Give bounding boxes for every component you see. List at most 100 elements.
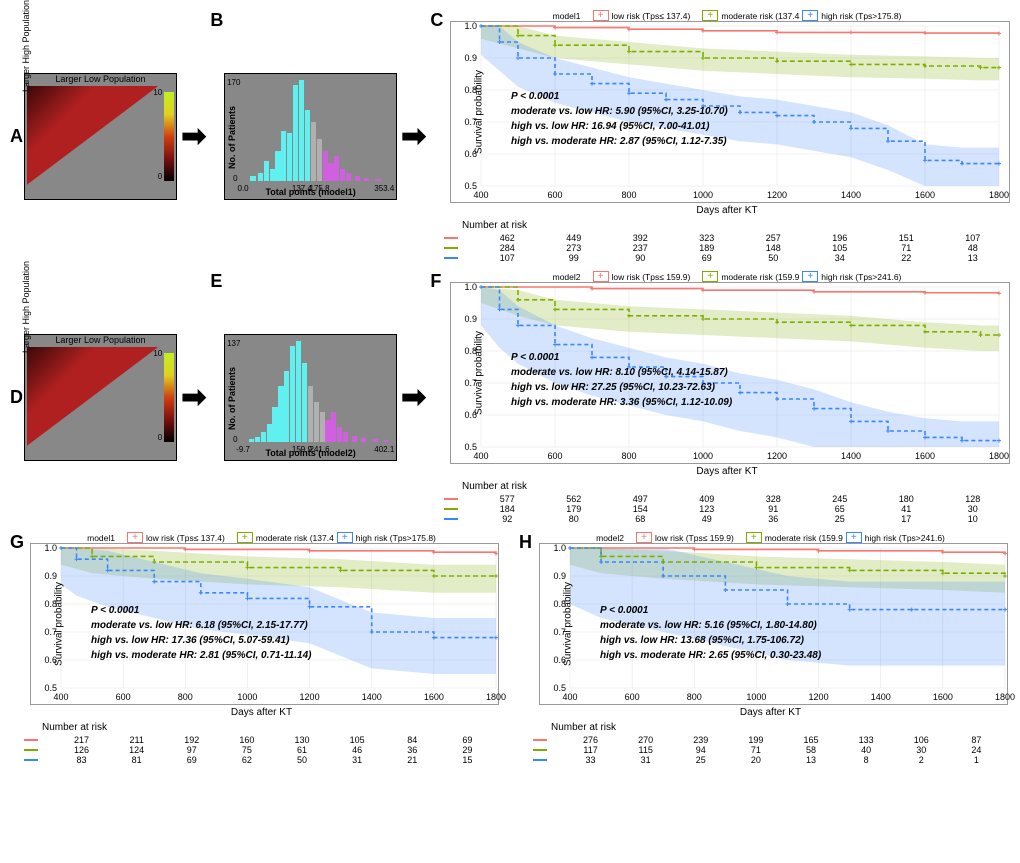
hist-ylabel: No. of Patients: [227, 367, 237, 430]
panel-h-km: model2+low risk (Tps≤ 159.9)+moderate ri…: [533, 532, 1008, 765]
risk-cell: 15: [440, 755, 495, 765]
legend-moderate: moderate risk (159.9: [721, 272, 799, 282]
risk-cell: 50: [740, 253, 807, 263]
row-3: G model1+low risk (Tps≤ 137.4)+moderate …: [10, 532, 1010, 765]
risk-cell: 257: [740, 233, 807, 243]
colorbar: [164, 353, 174, 442]
legend-high: high risk (Tps>241.6): [821, 272, 901, 282]
risk-cell: 497: [607, 494, 674, 504]
stat-l2: high vs. low HR: 13.68 (95%CI, 1.75-106.…: [600, 633, 821, 648]
hist-plot: 0.0137.4175.8353.41700: [243, 80, 390, 181]
legend-moderate: moderate risk (137.4: [256, 533, 334, 543]
heatmap-left-label: Larger High Population: [21, 261, 31, 353]
risk-row: 577562497409328245180128: [444, 494, 1010, 504]
risk-cell: 36: [740, 514, 807, 524]
risk-cell: 8: [839, 755, 894, 765]
svg-text:1800: 1800: [486, 692, 506, 702]
hist-bar: [317, 139, 322, 181]
panel-e-label: E: [210, 271, 222, 291]
km-legend: model1+low risk (Tps≤ 137.4)+moderate ri…: [24, 532, 499, 543]
panel-c-km: model1+low risk (Tps≤ 137.4)+moderate ri…: [444, 10, 1010, 263]
hist-bar: [284, 371, 289, 442]
colorbar-min: 0: [158, 172, 162, 181]
risk-table: Number at risk27627023919916513310687117…: [533, 722, 1008, 765]
risk-cell: 179: [541, 504, 608, 514]
svg-text:400: 400: [562, 692, 577, 702]
hist-bar: [311, 122, 316, 181]
stat-l3: high vs. moderate HR: 3.36 (95%CI, 1.12-…: [511, 395, 732, 410]
legend-low: low risk (Tps≤ 159.9): [612, 272, 691, 282]
km-ylabel: Survival probability: [562, 582, 573, 666]
risk-cell: 31: [330, 755, 385, 765]
risk-table: Number at risk21721119216013010584691261…: [24, 722, 499, 765]
svg-text:1.0: 1.0: [44, 544, 57, 553]
risk-cell: 10: [940, 514, 1007, 524]
risk-cell: 196: [807, 233, 874, 243]
risk-cell: 69: [164, 755, 219, 765]
svg-text:1000: 1000: [237, 692, 257, 702]
km-plot: Survival probability0.50.60.70.80.91.040…: [450, 21, 1010, 203]
arrow-icon: ➡: [181, 119, 206, 154]
panel-f-km: model2+low risk (Tps≤ 159.9)+moderate ri…: [444, 271, 1010, 524]
hist-ymax: 137: [227, 339, 240, 348]
legend-low: low risk (Tps≤ 137.4): [612, 11, 691, 21]
arrow-icon: ➡: [181, 380, 206, 415]
km-xlabel: Days after KT: [533, 707, 1008, 718]
risk-cell: 449: [541, 233, 608, 243]
hist-bar: [364, 178, 369, 181]
risk-cell: 115: [618, 745, 673, 755]
row-1: A Larger Low PopulationLarger High Popul…: [10, 10, 1010, 263]
risk-row: 8381696250312115: [24, 755, 499, 765]
row-2: D Larger Low PopulationLarger High Popul…: [10, 271, 1010, 524]
hist-bar: [270, 169, 275, 181]
risk-cell: 30: [894, 745, 949, 755]
panel-d-heatmap: Larger Low PopulationLarger High Populat…: [24, 334, 178, 461]
svg-text:800: 800: [621, 451, 636, 461]
svg-text:1.0: 1.0: [464, 22, 477, 31]
colorbar-max: 10: [153, 88, 162, 97]
stat-p: P < 0.0001: [511, 89, 728, 104]
colorbar-max: 10: [153, 349, 162, 358]
svg-text:800: 800: [178, 692, 193, 702]
svg-text:800: 800: [621, 190, 636, 200]
risk-cell: 49: [674, 514, 741, 524]
risk-cell: 65: [807, 504, 874, 514]
risk-cell: 22: [873, 253, 940, 263]
svg-text:1.0: 1.0: [553, 544, 566, 553]
svg-text:0.9: 0.9: [464, 314, 477, 324]
stat-l3: high vs. moderate HR: 2.65 (95%CI, 0.30-…: [600, 648, 821, 663]
km-legend: model2+low risk (Tps≤ 159.9)+moderate ri…: [444, 271, 1010, 282]
risk-cell: 83: [54, 755, 109, 765]
heatmap-triangle: [27, 86, 159, 185]
risk-cell: 90: [607, 253, 674, 263]
svg-text:600: 600: [116, 692, 131, 702]
hist-bar: [373, 439, 378, 442]
stat-l1: moderate vs. low HR: 5.90 (95%CI, 3.25-1…: [511, 104, 728, 119]
svg-text:1200: 1200: [809, 692, 829, 702]
hist-bar: [334, 156, 339, 181]
km-model-label: model1: [87, 533, 115, 543]
svg-text:600: 600: [547, 190, 562, 200]
heatmap-top-label: Larger Low Population: [25, 335, 177, 345]
risk-row: 126124977561463629: [24, 745, 499, 755]
km-stats: P < 0.0001moderate vs. low HR: 5.90 (95%…: [511, 89, 728, 149]
legend-high: high risk (Tps>241.6): [865, 533, 945, 543]
legend-low: low risk (Tps≤ 137.4): [146, 533, 225, 543]
risk-cell: 117: [563, 745, 618, 755]
stat-l1: moderate vs. low HR: 8.10 (95%CI, 4.14-1…: [511, 365, 732, 380]
svg-text:0.9: 0.9: [464, 53, 477, 63]
panel-b-histogram: No. of Patients0.0137.4175.8353.41700Tot…: [224, 73, 397, 200]
panel-g-label: G: [10, 532, 24, 552]
hist-bar: [250, 176, 255, 181]
legend-moderate: moderate risk (159.9: [765, 533, 843, 543]
svg-text:1800: 1800: [995, 692, 1015, 702]
hist-bar: [383, 440, 388, 442]
risk-cell: 133: [839, 735, 894, 745]
risk-cell: 409: [674, 494, 741, 504]
risk-header: Number at risk: [42, 722, 499, 733]
risk-cell: 29: [440, 745, 495, 755]
risk-table: Number at risk46244939232325719615110728…: [444, 220, 1010, 263]
legend-high: high risk (Tps>175.8): [356, 533, 436, 543]
risk-cell: 189: [674, 243, 741, 253]
svg-text:1800: 1800: [989, 190, 1009, 200]
